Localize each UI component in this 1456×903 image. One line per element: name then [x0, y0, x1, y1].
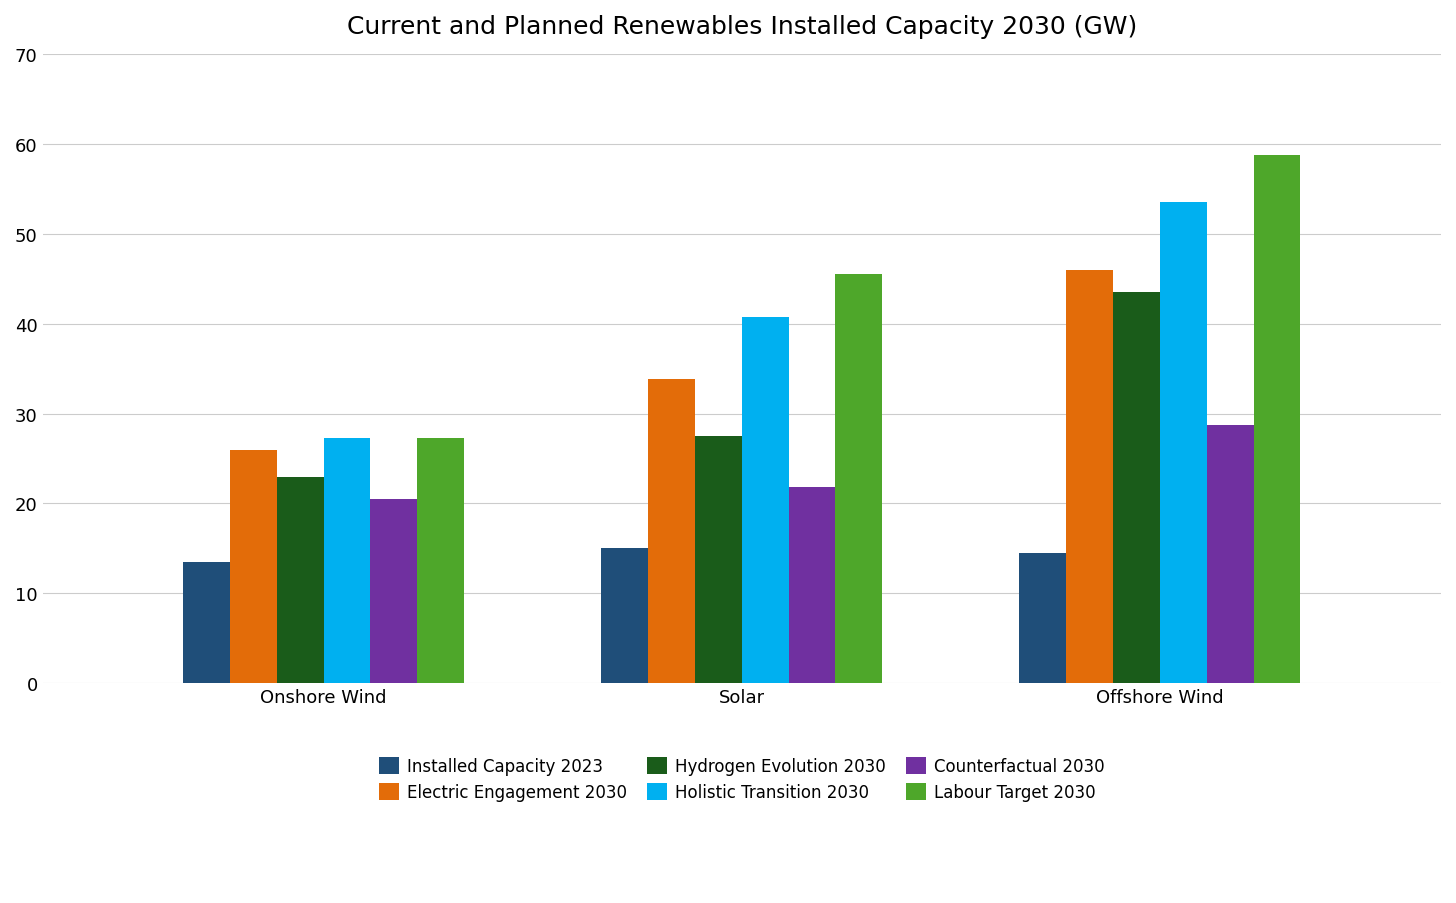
Bar — [695, 436, 741, 684]
Bar — [1019, 554, 1066, 684]
Title: Current and Planned Renewables Installed Capacity 2030 (GW): Current and Planned Renewables Installed… — [347, 15, 1137, 39]
Bar — [601, 549, 648, 684]
Bar — [789, 488, 836, 684]
Bar — [370, 499, 418, 684]
Bar — [183, 563, 230, 684]
Legend: Installed Capacity 2023, Electric Engagement 2030, Hydrogen Evolution 2030, Holi: Installed Capacity 2023, Electric Engage… — [370, 749, 1114, 810]
Bar — [323, 438, 370, 684]
Bar — [418, 438, 464, 684]
Bar — [648, 380, 695, 684]
Bar — [741, 318, 789, 684]
Bar — [230, 450, 277, 684]
Bar — [836, 275, 882, 684]
Bar — [1254, 155, 1300, 684]
Bar — [1160, 203, 1207, 684]
Bar — [277, 477, 323, 684]
Bar — [1066, 270, 1114, 684]
Bar — [1114, 293, 1160, 684]
Bar — [1207, 426, 1254, 684]
